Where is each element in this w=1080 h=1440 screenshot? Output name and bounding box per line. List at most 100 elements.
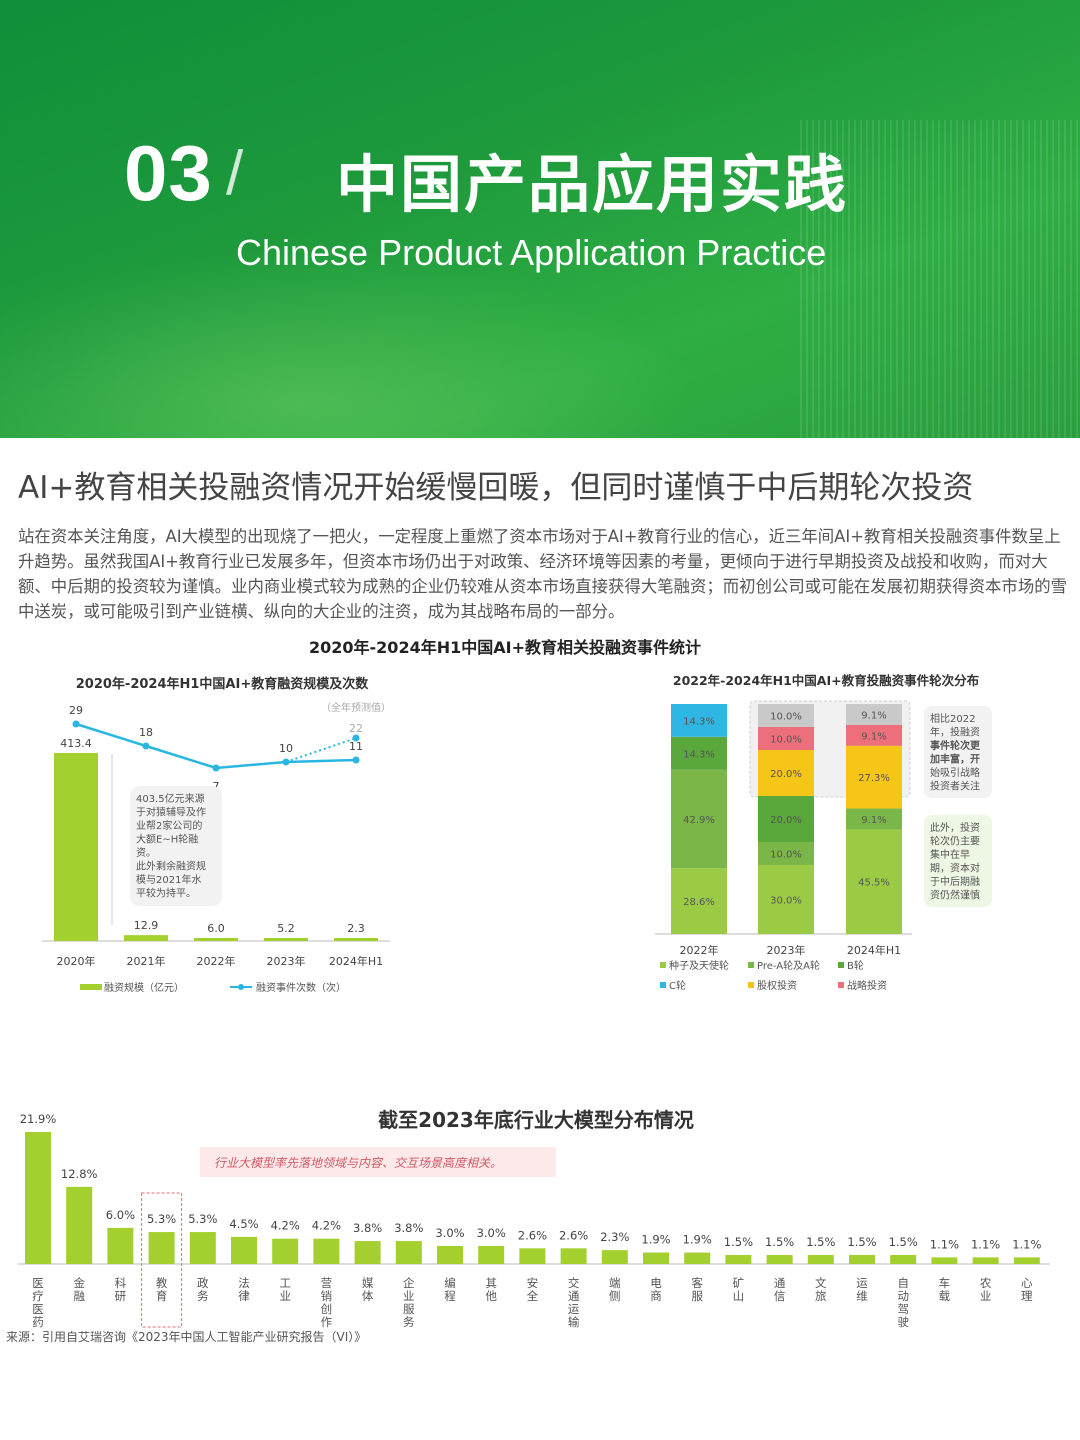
chart3-bar-label: 12.8%	[61, 1167, 98, 1181]
chart1-bar-label: 5.2	[277, 922, 295, 935]
chart1-annotation-line: 大额E~H轮融	[136, 833, 198, 846]
chart3-category-char: 创	[321, 1302, 333, 1316]
chart2-segment	[846, 704, 902, 725]
chart3-category-char: 理	[1021, 1289, 1033, 1303]
source-note: 来源：引用自艾瑞咨询《2023年中国人工智能产业研究报告（VI）》	[6, 1330, 367, 1344]
chart1-count-point	[212, 764, 220, 772]
chart3-category-char: 全	[527, 1289, 539, 1303]
chart3-bar	[601, 1250, 628, 1264]
chart3-category-char: 端	[609, 1276, 621, 1290]
stats-title: 2020年-2024年H1中国AI+教育相关投融资事件统计	[309, 638, 701, 657]
chart3-category-char: 车	[939, 1276, 951, 1290]
chart2-legend-label: Pre-A轮及A轮	[757, 959, 820, 972]
chart3-category-char: 商	[650, 1289, 662, 1303]
chart1-legend-line-dot	[238, 984, 244, 990]
chart1-annotation-box	[130, 786, 222, 906]
chart3-bar-label: 2.3%	[600, 1230, 629, 1244]
banner-glow	[0, 250, 700, 438]
chart2-segment	[758, 750, 814, 796]
chart3-bar-label: 2.6%	[518, 1228, 547, 1242]
chart2-segment-label: 10.0%	[770, 712, 802, 723]
chart2-legend-swatch	[748, 982, 754, 988]
chart1-bar-label: 2.3	[347, 922, 365, 935]
chart2-note1-line: 相比2022	[930, 712, 975, 725]
chart2-note1-line: 年，投融资	[930, 726, 980, 739]
chart3-bar	[231, 1236, 257, 1264]
chart3-category-char: 农	[980, 1276, 992, 1290]
chart1-bar-label: 413.4	[60, 737, 92, 750]
chart3-category-char: 媒	[362, 1276, 374, 1290]
chart1-bar	[334, 938, 378, 941]
chart2-x-tick: 2022年	[680, 943, 719, 957]
chart2-legend-label: B轮	[847, 959, 864, 972]
chart2-segment-label: 14.3%	[683, 749, 715, 760]
chart3-category-char: 载	[939, 1289, 951, 1303]
chart3-category-char: 营	[321, 1276, 333, 1290]
chart1-bar	[54, 753, 98, 941]
chart3-category-char: 研	[115, 1289, 127, 1303]
chart2-note2-line: 期，资本对	[930, 862, 980, 875]
chart3-category-char: 企	[403, 1276, 415, 1290]
chart2-segment	[758, 727, 814, 750]
chart3-annotation: 行业大模型率先落地领域与内容、交互场景高度相关。	[214, 1156, 502, 1170]
chart3-bar	[354, 1241, 381, 1264]
chart3-category-char: 服	[691, 1289, 703, 1303]
chart3-category-char: 文	[815, 1276, 827, 1290]
chart3-bar-label: 1.5%	[847, 1235, 876, 1249]
chart1-count-point	[352, 756, 360, 764]
chart3-bar	[66, 1186, 93, 1264]
chart1-bar	[124, 935, 168, 941]
chart3-bar-label: 3.8%	[353, 1221, 382, 1235]
chart3-category-char: 维	[856, 1289, 868, 1303]
chart3-bar	[972, 1257, 999, 1264]
chart1-legend-bar-label: 融资规模（亿元）	[104, 981, 184, 994]
chart3-bar	[643, 1252, 669, 1264]
chart2-note2-line: 此外，投资	[930, 821, 980, 834]
chart2-segment-label: 20.0%	[770, 815, 802, 826]
chart3-bar-label: 3.8%	[394, 1221, 423, 1235]
intro-paragraph: 站在资本关注角度，AI大模型的出现烧了一把火，一定程度上重燃了资本市场对于AI+…	[18, 527, 1067, 621]
chart3-category-char: 疗	[32, 1289, 44, 1303]
chart2-legend-label: 股权投资	[757, 979, 797, 992]
chart2-legend-label: 种子及天使轮	[669, 959, 729, 972]
chart1-annotation-line: 平较为持平。	[136, 887, 196, 900]
chart2-legend-swatch	[660, 962, 666, 968]
chart3-category-char: 业	[403, 1289, 415, 1303]
chart3-category-char: 矿	[733, 1276, 745, 1290]
chart1-count-point	[72, 720, 80, 728]
chart2-note1-line: 加丰富，开	[929, 753, 980, 766]
chart1-x-tick: 2024年H1	[329, 954, 383, 968]
chart3-bar	[313, 1238, 340, 1264]
chart3-bar-label: 1.5%	[724, 1235, 753, 1249]
chart3-bar	[395, 1241, 422, 1264]
chart2-legend-label: 战略投资	[847, 979, 887, 992]
chart3-category-char: 交	[568, 1276, 580, 1290]
chart3-category-char: 信	[774, 1289, 786, 1303]
chart3-category-char: 通	[568, 1289, 580, 1303]
chart3-bar-label: 3.0%	[435, 1226, 464, 1240]
chart3-bar	[807, 1254, 834, 1264]
chart1-bar-label: 6.0	[207, 922, 225, 935]
chart1-count-point	[142, 742, 150, 750]
chart3-bar	[890, 1254, 917, 1264]
chart3-bar-label: 1.9%	[683, 1233, 712, 1247]
chart2-legend-swatch	[748, 962, 754, 968]
chart3-category-char: 药	[32, 1315, 44, 1329]
chart3-category-char: 动	[897, 1289, 909, 1303]
chart2-segment	[758, 865, 814, 934]
chart2-segment	[758, 704, 814, 727]
chart2-legend-swatch	[838, 962, 844, 968]
chart2-x-tick: 2023年	[767, 943, 806, 957]
chart3-category-char: 律	[238, 1289, 250, 1303]
chart1-bar	[264, 938, 308, 941]
chart2-segment-label: 9.1%	[861, 731, 886, 742]
chart3-bar	[725, 1254, 752, 1264]
chart3-bar	[272, 1238, 299, 1264]
chart2-note2-line: 轮次仍主要	[930, 835, 980, 848]
chart3-category-char: 育	[156, 1289, 168, 1303]
chart1-bar	[194, 938, 238, 941]
chart3-category-char: 编	[444, 1276, 456, 1290]
chart3-category-char: 作	[321, 1315, 333, 1329]
chart3-category-char: 医	[32, 1276, 44, 1290]
chart2-segment-label: 14.3%	[683, 716, 715, 727]
